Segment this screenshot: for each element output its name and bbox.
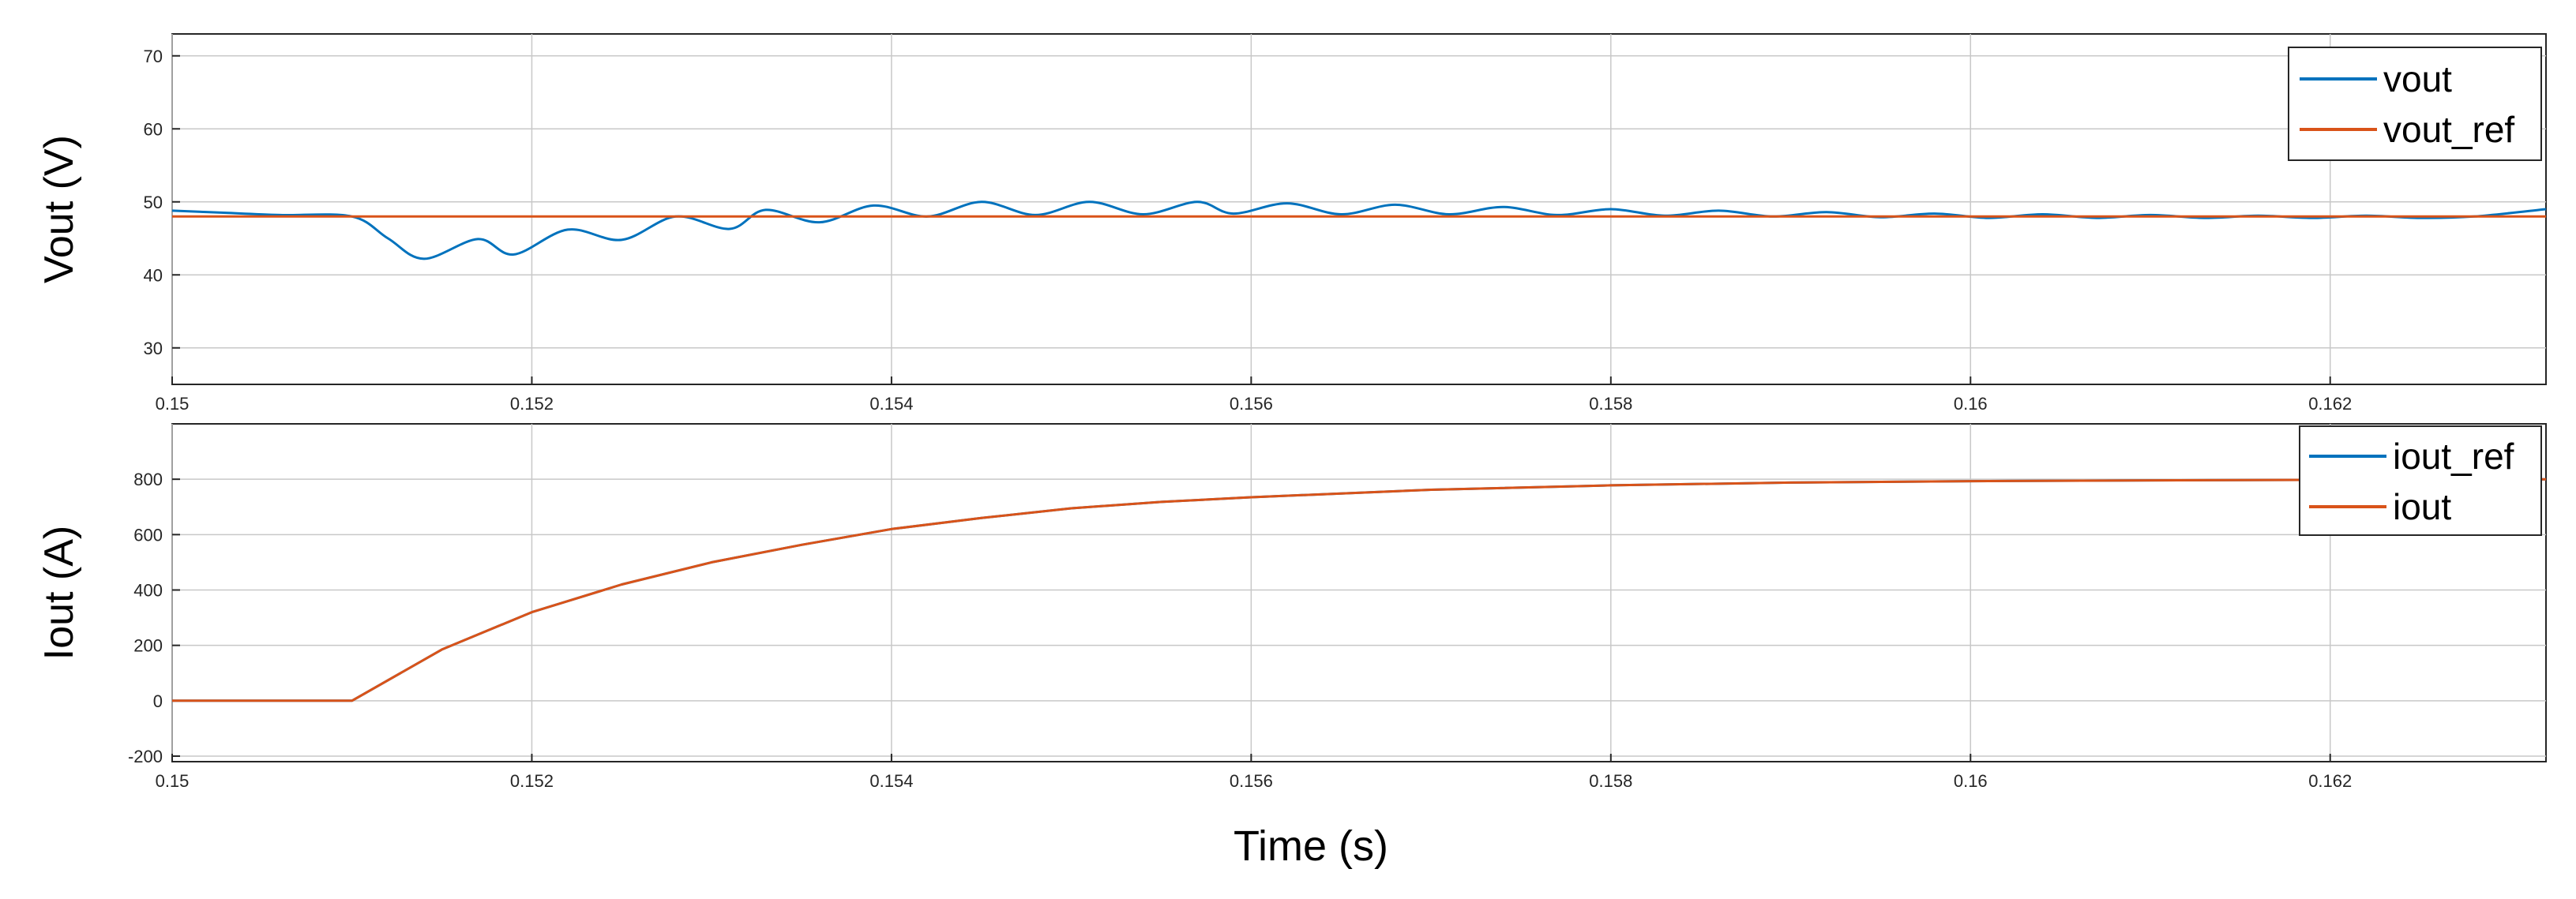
- vout-ytick-label: 40: [144, 265, 163, 285]
- vout-plot-axes-box: [171, 33, 2547, 385]
- iout-xtick-label: 0.154: [869, 771, 913, 791]
- vout-plot-ylabel: Vout (V): [36, 135, 82, 283]
- iout-xtick-label: 0.162: [2308, 771, 2352, 791]
- iout-xtick-label: 0.158: [1589, 771, 1632, 791]
- iout-plot: 0.15 0.152 0.154 0.156 0.158 0.16 0.162 -200 0 20…: [36, 423, 2547, 870]
- series-line-iout: [172, 478, 2547, 702]
- iout-legend: iout_ref iout: [2299, 425, 2542, 536]
- vout-plot: 0.15 0.152 0.154 0.156 0.158 0.16 0.162 30 40 50 6…: [36, 33, 2547, 414]
- vout-xtick-label: 0.16: [1954, 394, 1988, 414]
- iout-ytick-label: 400: [133, 580, 163, 600]
- vout-plot-grid: [171, 34, 2546, 384]
- iout-ytick-label: 200: [133, 636, 163, 656]
- vout-ytick-label: 50: [144, 193, 163, 212]
- vout-plot-series: [171, 200, 2547, 260]
- vout-xtick-label: 0.154: [869, 394, 913, 414]
- vout-xtick-label: 0.15: [156, 394, 190, 414]
- iout-xtick-label: 0.156: [1230, 771, 1273, 791]
- iout-plot-axes-box: [171, 423, 2547, 762]
- iout-plot-series: [172, 478, 2547, 702]
- vout-ytick-label: 70: [144, 47, 163, 66]
- iout-legend-label-iout: iout: [2393, 486, 2451, 527]
- vout-xtick-label: 0.162: [2308, 394, 2352, 414]
- iout-ytick-label: -200: [128, 747, 163, 766]
- vout-ytick-label: 30: [144, 339, 163, 358]
- iout-plot-ticks: 0.15 0.152 0.154 0.156 0.158 0.16 0.162 -200 0 20…: [128, 470, 2352, 791]
- vout-legend-label-vout: vout: [2383, 58, 2452, 99]
- vout-xtick-label: 0.152: [510, 394, 554, 414]
- iout-legend-box: [2299, 425, 2542, 536]
- iout-xtick-label: 0.16: [1954, 771, 1988, 791]
- vout-legend: vout vout_ref: [2288, 47, 2542, 161]
- iout-xtick-label: 0.152: [510, 771, 554, 791]
- vout-ytick-label: 60: [144, 119, 163, 139]
- iout-ytick-label: 800: [133, 470, 163, 489]
- vout-xtick-label: 0.156: [1230, 394, 1273, 414]
- iout-plot-ylabel: Iout (A): [36, 526, 82, 661]
- iout-ytick-label: 0: [153, 691, 163, 711]
- iout-xtick-label: 0.15: [156, 771, 190, 791]
- iout-ytick-label: 600: [133, 525, 163, 545]
- vout-plot-ticks: 0.15 0.152 0.154 0.156 0.158 0.16 0.162 30 40 50 6…: [144, 47, 2353, 414]
- vout-legend-box: [2288, 47, 2542, 161]
- time-axis-label: Time (s): [1234, 822, 1388, 870]
- vout-xtick-label: 0.158: [1589, 394, 1632, 414]
- vout-legend-label-vout-ref: vout_ref: [2383, 109, 2514, 150]
- iout-legend-label-iout-ref: iout_ref: [2393, 436, 2514, 477]
